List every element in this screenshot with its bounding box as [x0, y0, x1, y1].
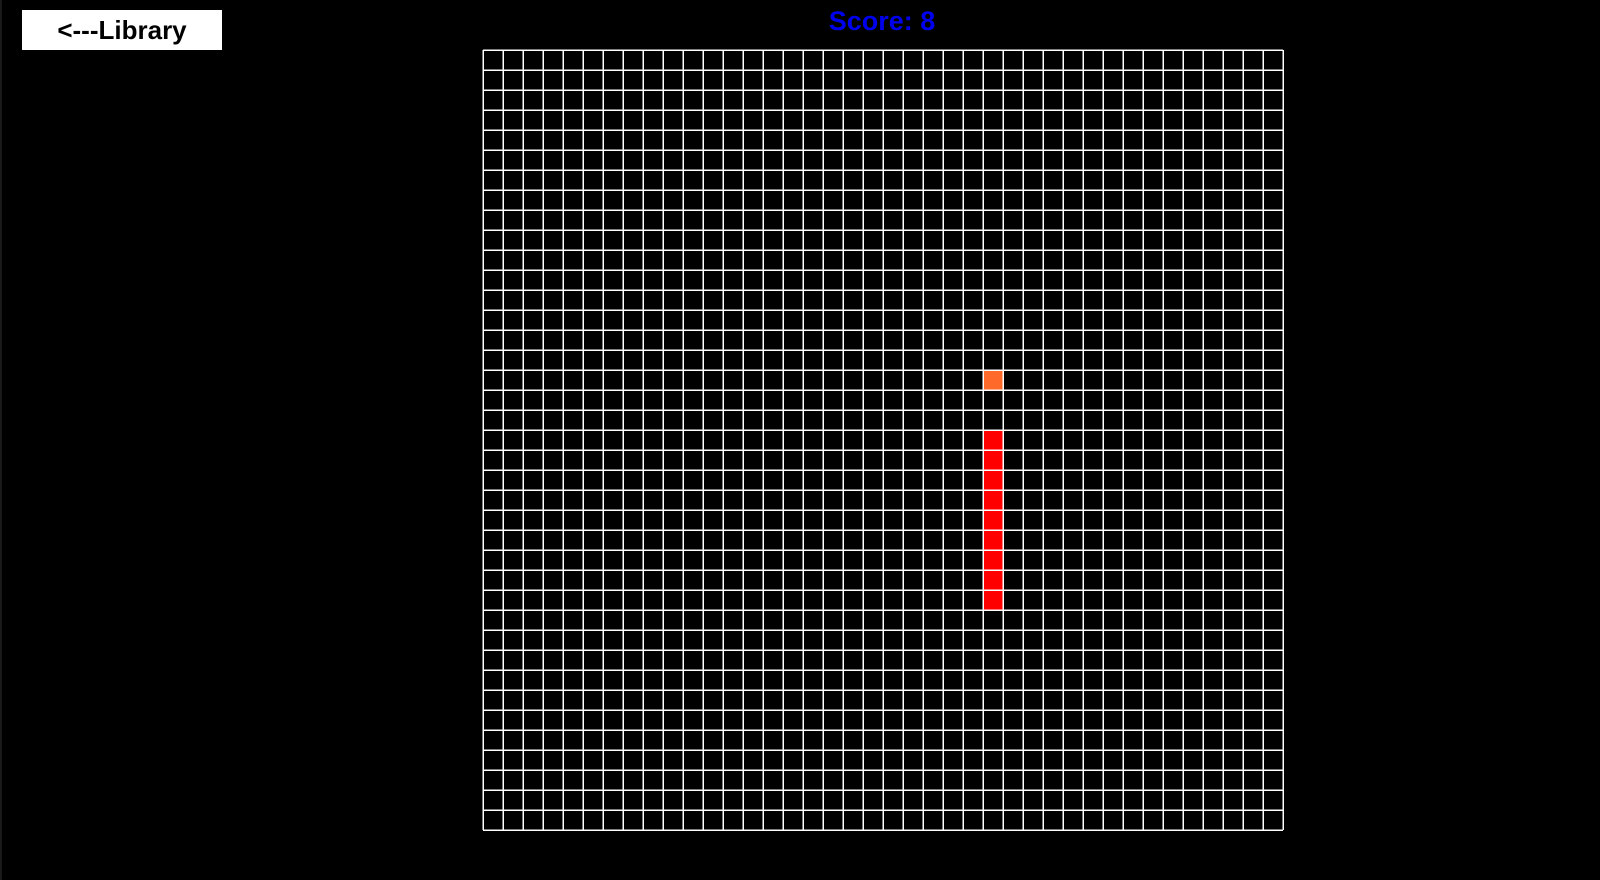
- food-pellet: [983, 370, 1003, 390]
- score-label: Score: 8: [828, 6, 936, 36]
- snake-segment: [983, 590, 1003, 610]
- snake-segment: [983, 530, 1003, 550]
- game-grid[interactable]: [482, 49, 1284, 831]
- snake-segment: [983, 450, 1003, 470]
- back-to-library-button[interactable]: <---Library: [22, 10, 222, 50]
- snake-segment: [983, 470, 1003, 490]
- snake-segment: [983, 510, 1003, 530]
- game-board[interactable]: [482, 49, 1284, 831]
- snake-segment: [983, 570, 1003, 590]
- grid-lines: [482, 49, 1284, 831]
- snake-segment: [983, 490, 1003, 510]
- snake-segment: [983, 550, 1003, 570]
- snake-head: [983, 430, 1003, 450]
